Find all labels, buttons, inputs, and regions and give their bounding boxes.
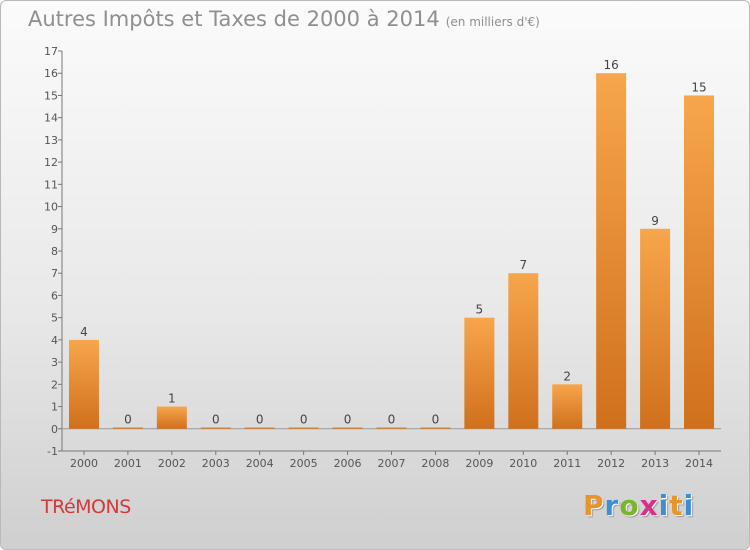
y-tick-label: 12 [44,156,58,169]
bar-2012 [596,73,627,429]
logo-letter: i [658,489,670,522]
value-label-2000: 4 [80,325,88,339]
bar-2007 [376,427,407,429]
logo-letter: o [619,489,640,522]
x-tick-label-2006: 2006 [334,457,362,470]
value-label-2005: 0 [300,412,308,426]
bar-2002 [156,406,187,429]
x-tick-label-2000: 2000 [70,457,98,470]
bar-2006 [332,427,363,429]
y-tick-label: 9 [51,223,58,236]
value-label-2014: 15 [691,80,706,94]
y-tick-label: 2 [51,378,58,391]
bar-2001 [112,427,143,429]
logo-letter: r [604,489,620,522]
x-tick-label-2011: 2011 [553,457,581,470]
y-tick-label: 15 [44,89,58,102]
proxiti-logo: Proxiti [583,489,694,522]
value-label-2006: 0 [344,412,352,426]
y-tick-label: 1 [51,401,58,414]
x-tick-label-2008: 2008 [421,457,449,470]
commune-name: TRéMONS [41,496,131,518]
value-label-2012: 16 [604,58,619,72]
bar-2004 [244,427,275,429]
value-label-2008: 0 [432,412,440,426]
logo-letter: i [683,489,695,522]
y-tick-label: -1 [47,445,58,458]
y-tick-label: 3 [51,356,58,369]
value-label-2013: 9 [651,214,659,228]
x-tick-label-2001: 2001 [114,457,142,470]
y-tick-label: 13 [44,134,58,147]
y-tick-label: 5 [51,312,58,325]
chart-bars: 4 0 1 0 0 0 0 0 0 5 7 2 16 9 15 [68,58,715,429]
value-label-2001: 0 [124,412,132,426]
logo-letter: t [669,489,684,522]
y-tick-label: 17 [44,45,58,58]
x-tick-label-2009: 2009 [465,457,493,470]
value-label-2011: 2 [563,369,571,383]
value-label-2010: 7 [519,258,527,272]
bar-2005 [288,427,319,429]
y-tick-label: 11 [44,178,58,191]
value-label-2007: 0 [388,412,396,426]
x-tick-label-2013: 2013 [641,457,669,470]
bar-2010 [508,273,539,429]
x-tick-label-2005: 2005 [290,457,318,470]
y-tick-label: 0 [51,423,58,436]
bar-2014 [684,95,715,429]
y-tick-label: 4 [51,334,58,347]
logo-letter: P [583,489,605,522]
value-label-2002: 1 [168,392,176,406]
x-tick-label-2004: 2004 [246,457,274,470]
bar-2013 [640,228,671,429]
y-tick-label: 16 [44,67,58,80]
x-tick-label-2003: 2003 [202,457,230,470]
y-tick-label: 14 [44,112,58,125]
x-tick-label-2010: 2010 [509,457,537,470]
x-tick-label-2002: 2002 [158,457,186,470]
bar-2011 [552,384,583,429]
y-tick-label: 8 [51,245,58,258]
y-tick-label: 7 [51,267,58,280]
y-tick-label: 6 [51,289,58,302]
bar-2009 [464,317,495,429]
chart-title-text: Autres Impôts et Taxes de 2000 à 2014 [28,7,440,31]
y-tick-label: 10 [44,201,58,214]
bar-2000 [68,339,99,429]
x-tick-label-2014: 2014 [685,457,713,470]
bar-2008 [420,427,451,429]
value-label-2003: 0 [212,412,220,426]
chart-unit-label: (en milliers d'€) [445,15,540,29]
chart-title: Autres Impôts et Taxes de 2000 à 2014 (en… [28,7,540,31]
x-tick-label-2012: 2012 [597,457,625,470]
value-label-2004: 0 [256,412,264,426]
x-tick-label-2007: 2007 [378,457,406,470]
bar-2003 [200,427,231,429]
logo-letter: x [639,489,659,522]
value-label-2009: 5 [476,303,484,317]
